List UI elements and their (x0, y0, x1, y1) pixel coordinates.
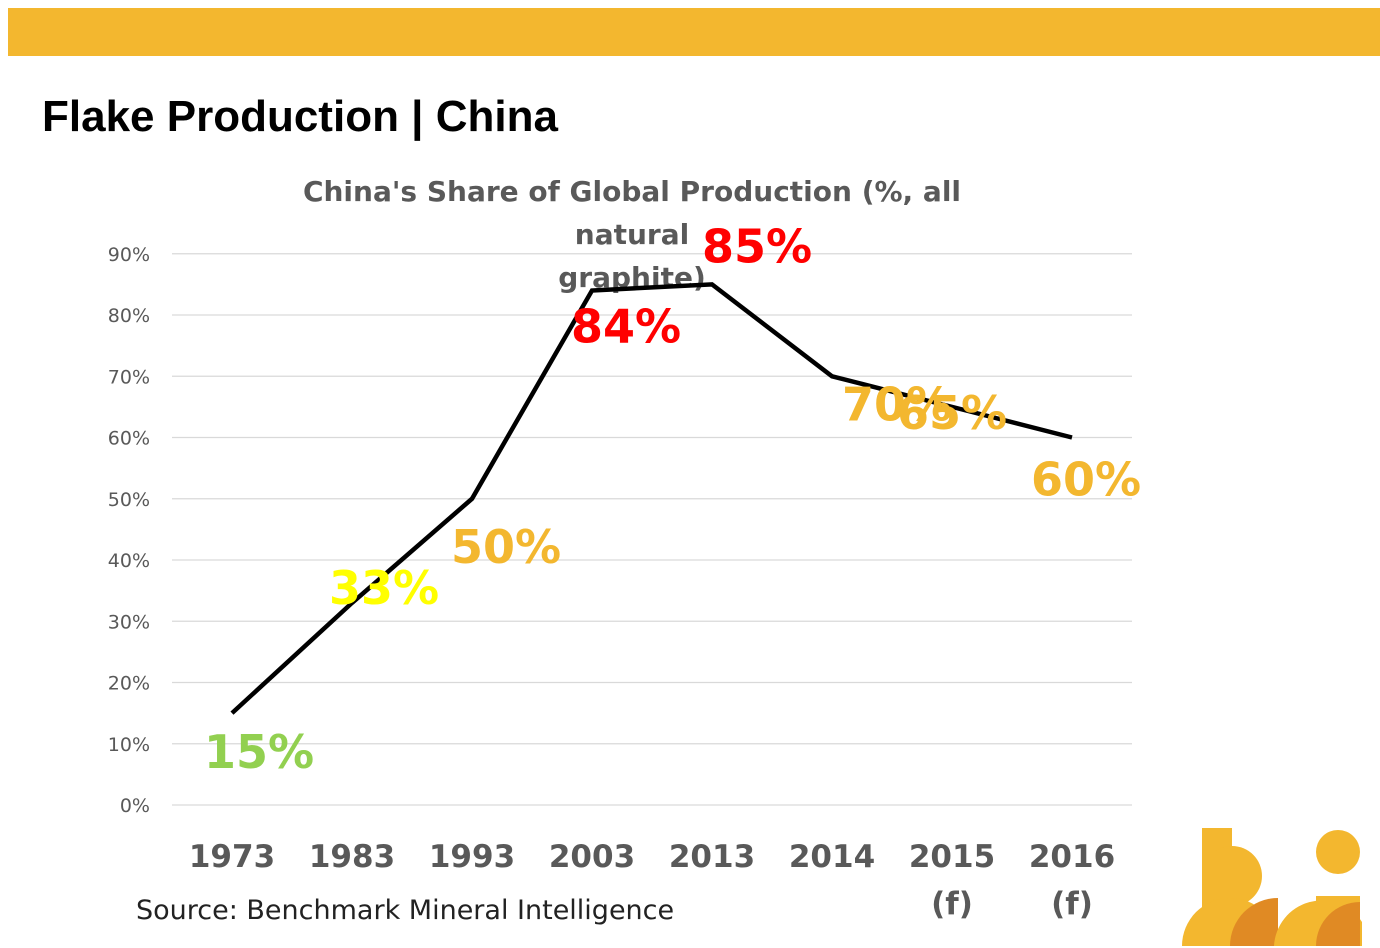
x-tick-note: (f) (931, 886, 973, 922)
x-tick-label: 2016 (1029, 839, 1115, 875)
x-tick-label: 2014 (789, 839, 875, 875)
y-tick-label: 80% (108, 305, 150, 327)
x-tick-label: 2013 (669, 839, 755, 875)
data-label: 65% (897, 386, 1007, 440)
data-label: 33% (329, 561, 439, 615)
data-label: 85% (702, 219, 812, 273)
x-tick-label: 1973 (189, 839, 275, 875)
data-label: 50% (451, 520, 561, 574)
data-label: 15% (204, 725, 314, 779)
benchmark-logo-icon (1182, 828, 1362, 946)
y-tick-label: 50% (108, 489, 150, 511)
y-tick-label: 40% (108, 550, 150, 572)
x-tick-label: 1983 (309, 839, 395, 875)
x-tick-note: (f) (1051, 886, 1093, 922)
data-label: 70% (842, 377, 952, 431)
y-tick-label: 60% (108, 428, 150, 450)
data-label: 84% (571, 300, 681, 354)
top-banner (8, 8, 1380, 56)
y-tick-label: 90% (108, 244, 150, 266)
y-tick-label: 20% (108, 673, 150, 695)
y-tick-label: 70% (108, 366, 150, 388)
x-tick-label: 1993 (429, 839, 515, 875)
x-tick-label: 2015 (909, 839, 995, 875)
data-label: 60% (1031, 453, 1141, 507)
x-tick-label: 2003 (549, 839, 635, 875)
y-tick-label: 30% (108, 611, 150, 633)
y-tick-label: 0% (120, 795, 150, 817)
y-tick-label: 10% (108, 734, 150, 756)
series-line (230, 282, 1073, 715)
chart-title-line-1: China's Share of Global Production (%, a… (302, 175, 962, 251)
page-title: Flake Production | China (42, 92, 558, 141)
source-note: Source: Benchmark Mineral Intelligence (136, 895, 675, 926)
